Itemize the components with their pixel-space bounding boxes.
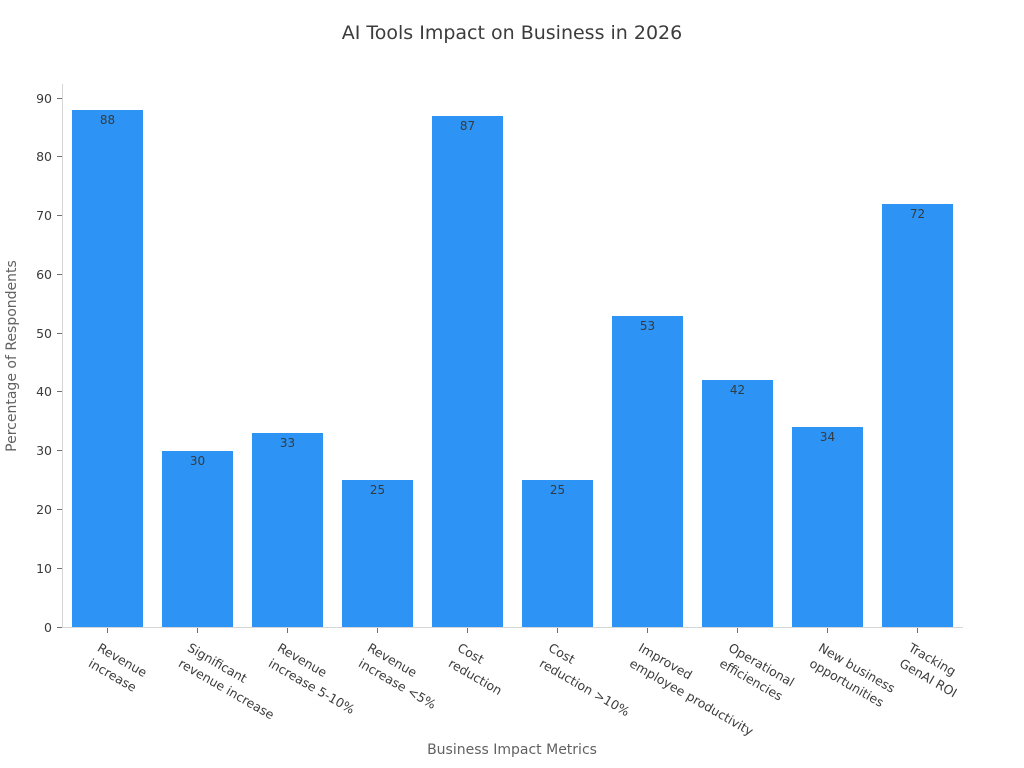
x-tick-label: Significant revenue increase (176, 639, 277, 723)
y-tick-label: 50 (36, 325, 52, 341)
bar-value-label: 42 (729, 383, 746, 398)
x-tick-mark (737, 628, 739, 633)
y-tick-label: 90 (36, 90, 52, 106)
x-tick-mark (286, 628, 288, 633)
bar-value-label: 72 (909, 206, 926, 221)
y-tick-label: 40 (36, 384, 52, 400)
x-tick-mark (557, 628, 558, 633)
x-tick-label: New business opportunities (806, 639, 898, 710)
bar (792, 427, 863, 627)
bar (882, 203, 953, 627)
bar-value-label: 33 (279, 436, 296, 450)
bar (72, 109, 143, 627)
bar (252, 433, 323, 627)
y-tick-mark (57, 508, 62, 510)
bar-value-label: 25 (549, 483, 566, 498)
y-tick-label: 30 (36, 443, 52, 459)
x-axis-spine (62, 627, 963, 628)
x-tick-mark (827, 628, 829, 633)
bar-value-label: 87 (459, 118, 476, 133)
bar (432, 115, 503, 627)
x-tick-label: Revenue increase <5% (356, 639, 440, 712)
y-tick-mark (57, 273, 62, 275)
bar (342, 480, 413, 627)
y-tick-label: 10 (36, 560, 52, 576)
y-tick-mark (57, 391, 62, 393)
y-tick-mark (57, 215, 62, 217)
y-tick-mark (57, 626, 62, 628)
x-tick-label: Cost reduction (446, 639, 506, 699)
bar-value-label: 88 (99, 112, 116, 127)
x-tick-label: Tracking GenAI ROI (896, 639, 960, 701)
bar-value-label: 34 (819, 430, 836, 445)
y-tick-mark (57, 97, 62, 99)
chart-title: AI Tools Impact on Business in 2026 (341, 22, 683, 44)
y-axis-spine (62, 84, 63, 628)
bar (522, 480, 593, 627)
bar-value-label: 53 (639, 318, 656, 333)
bar (702, 380, 773, 627)
bar-value-label: 30 (189, 453, 206, 468)
x-tick-label: Revenue increase (86, 639, 150, 695)
x-tick-mark (106, 628, 108, 633)
y-tick-mark (57, 450, 62, 452)
x-tick-mark (466, 628, 468, 633)
y-tick-label: 80 (36, 149, 52, 165)
x-tick-mark (376, 628, 378, 633)
x-tick-label: Revenue increase 5-10% (266, 639, 358, 717)
y-tick-mark (57, 332, 62, 334)
y-tick-label: 0 (44, 619, 52, 635)
y-tick-mark (57, 567, 62, 569)
x-tick-mark (647, 628, 649, 633)
y-tick-label: 60 (36, 266, 52, 282)
y-tick-mark (57, 156, 62, 158)
x-tick-mark (917, 628, 919, 633)
x-tick-mark (196, 628, 198, 633)
bar-value-label: 25 (369, 483, 386, 498)
y-tick-label: 20 (36, 501, 52, 517)
bar (162, 450, 233, 627)
x-axis-label: Business Impact Metrics (427, 742, 597, 758)
y-tick-label: 70 (36, 208, 52, 224)
x-tick-label: Cost reduction >10% (536, 639, 632, 720)
bar (612, 315, 683, 627)
